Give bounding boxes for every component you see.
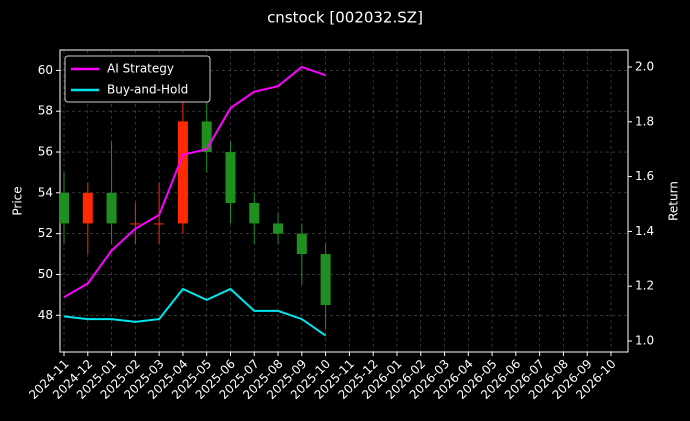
legend-label: Buy-and-Hold xyxy=(107,83,188,97)
candle-body xyxy=(249,203,260,224)
candle-body xyxy=(130,223,141,225)
candle-body xyxy=(82,192,93,224)
y-tick-label: 50 xyxy=(38,267,53,281)
candle-body xyxy=(106,192,117,224)
y-tick-label: 58 xyxy=(38,104,53,118)
candle-body xyxy=(154,223,165,225)
candle-body xyxy=(273,223,284,234)
y2-tick-label: 1.6 xyxy=(635,169,654,183)
legend-label: AI Strategy xyxy=(107,62,174,76)
candle-body xyxy=(225,152,236,204)
candle-body xyxy=(296,233,307,255)
legend-box xyxy=(64,55,211,103)
y2-tick-label: 1.0 xyxy=(635,334,654,348)
chart-title: cnstock [002032.SZ] xyxy=(267,9,423,27)
candle-body xyxy=(177,121,188,224)
y-tick-label: 60 xyxy=(38,63,53,77)
candle-body xyxy=(320,254,331,306)
y2-tick-label: 1.4 xyxy=(635,224,654,238)
y2-tick-label: 2.0 xyxy=(635,59,654,73)
y-tick-label: 48 xyxy=(38,308,53,322)
candle-body xyxy=(59,192,69,224)
y2-tick-label: 1.8 xyxy=(635,114,654,128)
y2-axis-label: Return xyxy=(667,181,681,221)
y-tick-label: 52 xyxy=(38,226,53,240)
line-series xyxy=(63,65,326,299)
y-axis-label: Price xyxy=(11,186,25,215)
y2-tick-label: 1.2 xyxy=(635,279,654,293)
line-series xyxy=(63,287,327,337)
y-tick-label: 56 xyxy=(38,145,53,159)
candle-body xyxy=(201,121,212,153)
y-tick-label: 54 xyxy=(38,185,53,199)
